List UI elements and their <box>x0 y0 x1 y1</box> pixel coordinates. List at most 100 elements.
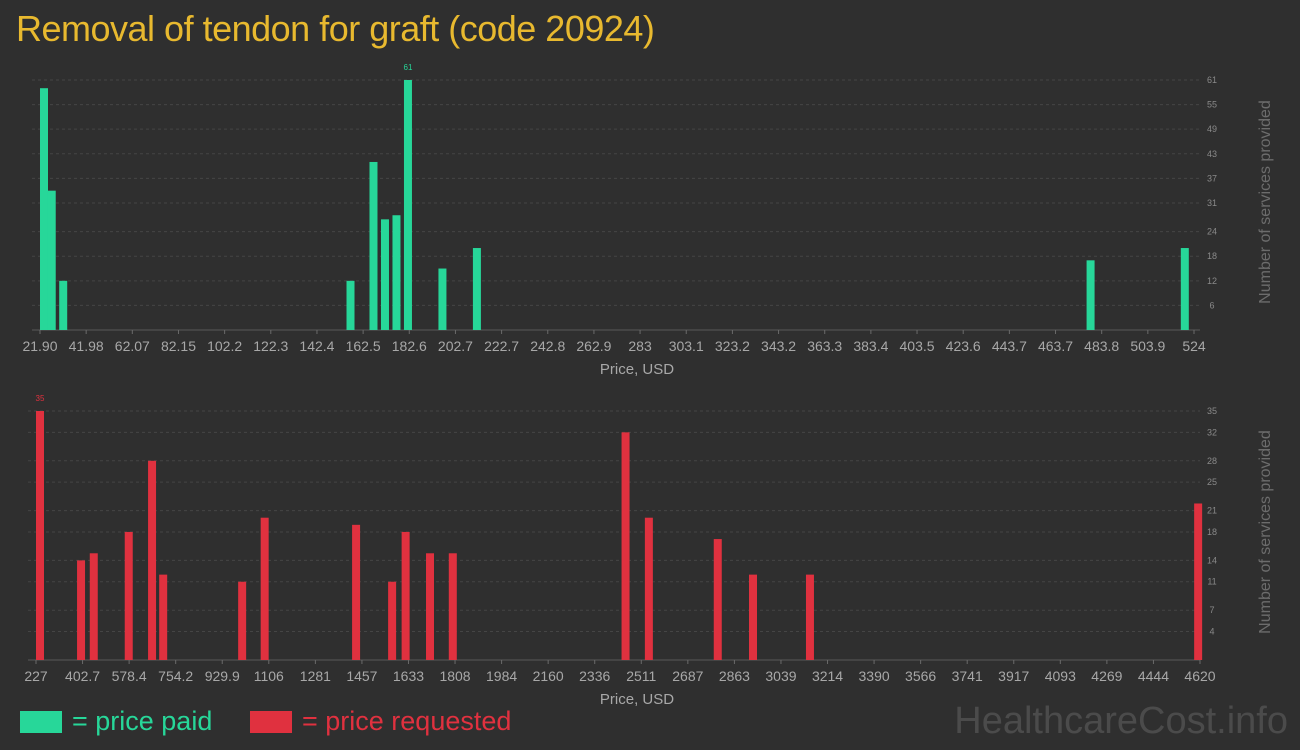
bar <box>124 531 133 660</box>
x-tick-label: 363.3 <box>807 338 842 354</box>
x-tick-label: 2863 <box>719 668 750 684</box>
y-tick-label: 18 <box>1207 251 1217 261</box>
y-tick-label: 11 <box>1207 577 1216 587</box>
bar <box>388 581 397 660</box>
legend-price-requested: = price requested <box>250 706 511 737</box>
bar <box>472 248 481 330</box>
x-tick-label: 578.4 <box>112 668 147 684</box>
x-tick-label: 62.07 <box>115 338 150 354</box>
y-axis-title: Number of services provided <box>1257 430 1274 634</box>
x-tick-label: 403.5 <box>900 338 935 354</box>
x-tick-label: 202.7 <box>438 338 473 354</box>
y-tick-label: 24 <box>1207 227 1217 237</box>
x-tick-label: 343.2 <box>761 338 796 354</box>
x-tick-label: 242.8 <box>530 338 565 354</box>
x-tick-label: 182.6 <box>392 338 427 354</box>
bar <box>403 80 412 330</box>
bar <box>36 411 44 660</box>
bar <box>89 553 98 660</box>
y-tick-label: 37 <box>1207 173 1217 183</box>
legend-swatch-paid <box>20 711 62 733</box>
bar <box>159 574 168 660</box>
bar <box>448 553 457 660</box>
legend-label-requested: = price requested <box>302 706 512 736</box>
x-tick-label: 3214 <box>812 668 843 684</box>
bar <box>59 280 68 330</box>
x-axis-title: Price, USD <box>600 691 674 708</box>
x-tick-label: 2511 <box>626 668 656 684</box>
x-tick-label: 222.7 <box>484 338 519 354</box>
bar <box>47 190 56 330</box>
x-tick-label: 4620 <box>1184 668 1215 684</box>
y-tick-label: 43 <box>1207 149 1217 159</box>
legend-swatch-requested <box>250 711 292 733</box>
x-tick-label: 463.7 <box>1038 338 1073 354</box>
bar <box>426 553 435 660</box>
y-tick-label: 21 <box>1207 506 1217 516</box>
y-tick-label: 31 <box>1207 198 1217 208</box>
x-tick-label: 483.8 <box>1084 338 1119 354</box>
x-tick-label: 283 <box>628 338 652 354</box>
x-tick-label: 2336 <box>579 668 610 684</box>
x-tick-label: 1808 <box>439 668 470 684</box>
x-tick-label: 262.9 <box>576 338 611 354</box>
x-tick-label: 41.98 <box>69 338 104 354</box>
bar <box>644 517 653 660</box>
y-tick-label: 7 <box>1209 605 1214 615</box>
x-axis-title: Price, USD <box>600 361 674 378</box>
y-tick-label: 18 <box>1207 527 1217 537</box>
x-tick-label: 303.1 <box>669 338 704 354</box>
x-tick-label: 524 <box>1182 338 1206 354</box>
y-tick-label: 55 <box>1207 100 1217 110</box>
x-tick-label: 3039 <box>765 668 796 684</box>
x-tick-label: 323.2 <box>715 338 750 354</box>
x-tick-label: 929.9 <box>205 668 240 684</box>
x-tick-label: 754.2 <box>158 668 193 684</box>
price-paid-chart: 6 12 18 24 31 37 43 49 55 61 21.90 41.98 62.07 82.15 1… <box>22 63 1274 378</box>
x-tick-label: 3917 <box>998 668 1029 684</box>
x-tick-label: 4444 <box>1138 668 1169 684</box>
x-tick-label: 503.9 <box>1130 338 1165 354</box>
x-tick-label: 1281 <box>300 668 331 684</box>
x-tick-label: 3741 <box>952 668 983 684</box>
bar <box>380 219 389 330</box>
x-tick-label: 122.3 <box>253 338 288 354</box>
x-tick-label: 4269 <box>1091 668 1122 684</box>
legend-price-paid: = price paid <box>20 706 212 737</box>
bar <box>438 268 447 330</box>
x-tick-label: 1457 <box>346 668 377 684</box>
x-tick-label: 21.90 <box>22 338 57 354</box>
y-axis-title: Number of services provided <box>1257 100 1274 304</box>
bar <box>77 560 86 660</box>
x-tick-label: 443.7 <box>992 338 1027 354</box>
bar <box>1086 260 1095 330</box>
y-tick-label: 14 <box>1207 555 1217 565</box>
bar <box>260 517 269 660</box>
bar <box>352 524 361 660</box>
bar <box>346 280 355 330</box>
legend-label-paid: = price paid <box>72 706 213 736</box>
y-tick-label: 12 <box>1207 276 1217 286</box>
bar <box>392 215 401 330</box>
bar <box>1194 503 1203 660</box>
y-tick-label: 61 <box>1207 75 1217 85</box>
x-tick-label: 383.4 <box>853 338 888 354</box>
bar <box>40 88 48 331</box>
x-tick-label: 227 <box>24 668 48 684</box>
x-tick-label: 402.7 <box>65 668 100 684</box>
max-value-label: 35 <box>36 394 45 403</box>
bar <box>238 581 247 660</box>
y-tick-label: 6 <box>1209 300 1214 310</box>
x-tick-label: 2687 <box>672 668 703 684</box>
x-tick-label: 82.15 <box>161 338 196 354</box>
bar <box>621 432 630 660</box>
page-title: Removal of tendon for graft (code 20924) <box>16 8 655 49</box>
x-tick-label: 4093 <box>1045 668 1076 684</box>
y-tick-label: 28 <box>1207 456 1217 466</box>
watermark: HealthcareCost.info <box>954 700 1288 742</box>
y-tick-label: 32 <box>1207 427 1217 437</box>
bar <box>369 161 378 330</box>
x-tick-label: 162.5 <box>346 338 381 354</box>
y-tick-label: 25 <box>1207 477 1217 487</box>
